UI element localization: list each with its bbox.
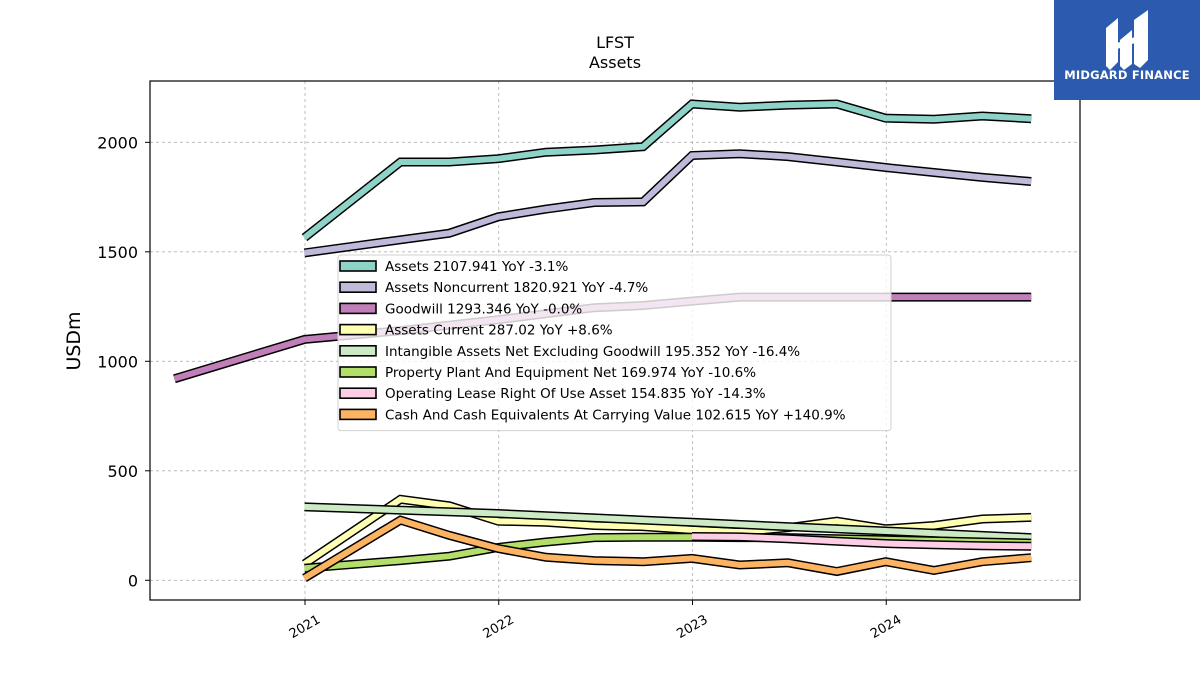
- y-tick-label: 0: [128, 571, 138, 590]
- x-tick-label: 2024: [868, 612, 904, 642]
- legend-swatch: [339, 387, 377, 400]
- legend-entry: Property Plant And Equipment Net 169.974…: [385, 365, 756, 381]
- x-tick-label: 2021: [287, 612, 323, 642]
- brand-name: MIDGARD FINANCE: [1064, 68, 1190, 82]
- legend-swatch: [339, 260, 377, 272]
- legend-swatch: [339, 302, 377, 315]
- y-tick-label: 1500: [97, 243, 138, 262]
- brand-mark-icon: [1106, 10, 1148, 70]
- y-tick-label: 500: [107, 462, 138, 481]
- legend-entry: Operating Lease Right Of Use Asset 154.8…: [385, 386, 766, 402]
- legend-entry: Assets Current 287.02 YoY +8.6%: [385, 323, 613, 339]
- legend-swatch: [339, 408, 377, 421]
- x-tick-label: 2022: [481, 612, 517, 642]
- legend-entry: Assets 2107.941 YoY -3.1%: [385, 259, 569, 275]
- legend-swatch: [339, 366, 377, 378]
- legend-swatch: [339, 344, 377, 357]
- y-tick-label: 1000: [97, 352, 138, 371]
- legend-entry: Intangible Assets Net Excluding Goodwill…: [385, 344, 800, 360]
- legend-box: [337, 254, 892, 432]
- x-tick-label: 2023: [674, 612, 710, 642]
- legend-entry: Assets Noncurrent 1820.921 YoY -4.7%: [385, 280, 648, 296]
- brand-logo: MIDGARD FINANCE: [1054, 0, 1200, 100]
- y-tick-label: 2000: [97, 133, 138, 152]
- chart-subtitle: Assets: [589, 53, 641, 72]
- series-line-4: [304, 503, 1032, 541]
- chart-title: LFST: [596, 33, 634, 52]
- legend-entry: Goodwill 1293.346 YoY -0.0%: [385, 301, 582, 317]
- series-line-0: [302, 100, 1032, 240]
- series-line-6: [691, 533, 1032, 550]
- legend-entry: Cash And Cash Equivalents At Carrying Va…: [385, 407, 846, 423]
- y-axis-label: USDm: [63, 311, 85, 370]
- legend: Assets 2107.941 YoY -3.1% Assets Noncurre…: [337, 254, 892, 432]
- plot-frame: [149, 80, 1081, 601]
- legend-swatch: [339, 281, 377, 294]
- legend-swatch: [339, 323, 377, 336]
- series-line-1: [304, 150, 1032, 256]
- series-line-7: [302, 516, 1032, 581]
